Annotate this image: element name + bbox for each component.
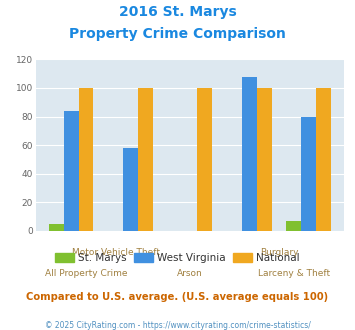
Bar [257,88,272,231]
Text: Larceny & Theft: Larceny & Theft [258,269,330,278]
Legend: St. Marys, West Virginia, National: St. Marys, West Virginia, National [51,249,304,267]
Bar [316,88,331,231]
Text: 2016 St. Marys: 2016 St. Marys [119,5,236,19]
Bar [64,111,78,231]
Bar [49,224,64,231]
Text: Property Crime Comparison: Property Crime Comparison [69,27,286,41]
Text: Motor Vehicle Theft: Motor Vehicle Theft [72,248,160,257]
Text: Burglary: Burglary [260,248,298,257]
Text: Compared to U.S. average. (U.S. average equals 100): Compared to U.S. average. (U.S. average … [26,292,329,302]
Bar [78,88,93,231]
Bar [138,88,153,231]
Bar [197,88,212,231]
Bar [242,77,257,231]
Bar [286,221,301,231]
Bar [123,148,138,231]
Bar [301,116,316,231]
Text: Arson: Arson [177,269,203,278]
Text: All Property Crime: All Property Crime [45,269,127,278]
Text: © 2025 CityRating.com - https://www.cityrating.com/crime-statistics/: © 2025 CityRating.com - https://www.city… [45,321,310,330]
